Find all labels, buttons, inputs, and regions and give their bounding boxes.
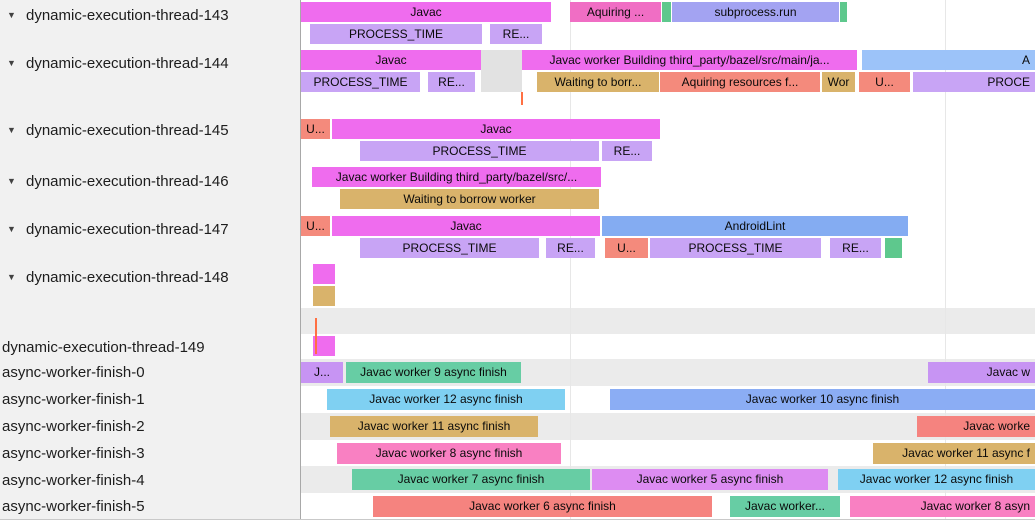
track-row-async-worker-finish-4[interactable]: async-worker-finish-4 bbox=[0, 469, 300, 491]
track-label: dynamic-execution-thread-143 bbox=[26, 6, 229, 24]
track-row-dynamic-execution-thread-148[interactable]: ▼ dynamic-execution-thread-148 bbox=[0, 266, 300, 288]
track-label: dynamic-execution-thread-145 bbox=[26, 121, 229, 139]
trace-slice[interactable]: Javac worker 12 async finish bbox=[838, 469, 1035, 490]
track-label: dynamic-execution-thread-149 bbox=[2, 338, 205, 356]
track-name-sidebar: ▼ dynamic-execution-thread-143 ▼ dynamic-ex… bbox=[0, 0, 301, 519]
trace-slice[interactable]: Javac bbox=[332, 119, 660, 139]
trace-slice[interactable]: U... bbox=[605, 238, 648, 258]
trace-slice[interactable]: Aquiring ... bbox=[570, 2, 661, 22]
track-row-dynamic-execution-thread-143[interactable]: ▼ dynamic-execution-thread-143 bbox=[0, 4, 300, 26]
timeline-canvas[interactable]: Javac Aquiring ... subprocess.run PROCESS_T… bbox=[301, 0, 1035, 519]
trace-slice[interactable]: Javac w bbox=[928, 362, 1035, 383]
trace-slice[interactable]: Javac worker 11 async finish bbox=[330, 416, 538, 437]
gap-region bbox=[481, 50, 522, 92]
track-row-async-worker-finish-1[interactable]: async-worker-finish-1 bbox=[0, 388, 300, 410]
trace-slice[interactable]: subprocess.run bbox=[672, 2, 839, 22]
trace-slice[interactable]: PROCE bbox=[913, 72, 1035, 92]
track-row-async-worker-finish-3[interactable]: async-worker-finish-3 bbox=[0, 442, 300, 464]
track-label: async-worker-finish-3 bbox=[2, 444, 145, 462]
trace-slice[interactable] bbox=[662, 2, 671, 22]
trace-slice[interactable]: Javac worker Building third_party/bazel/… bbox=[522, 50, 857, 70]
track-label: dynamic-execution-thread-144 bbox=[26, 54, 229, 72]
trace-slice[interactable]: U... bbox=[301, 119, 330, 139]
trace-slice[interactable]: Javac worker 11 async f bbox=[873, 443, 1035, 464]
trace-slice[interactable]: Aquiring resources f... bbox=[660, 72, 820, 92]
track-row-async-worker-finish-0[interactable]: async-worker-finish-0 bbox=[0, 361, 300, 383]
track-label: dynamic-execution-thread-148 bbox=[26, 268, 229, 286]
track-row-async-worker-finish-5[interactable]: async-worker-finish-5 bbox=[0, 495, 300, 517]
trace-slice[interactable] bbox=[313, 336, 335, 356]
trace-slice[interactable]: Javac worker... bbox=[730, 496, 840, 517]
trace-slice[interactable]: Javac worke bbox=[917, 416, 1035, 437]
track-row-dynamic-execution-thread-146[interactable]: ▼ dynamic-execution-thread-146 bbox=[0, 170, 300, 192]
trace-slice[interactable]: Javac worker 8 asyn bbox=[850, 496, 1035, 517]
trace-slice[interactable]: Wor bbox=[822, 72, 855, 92]
trace-slice[interactable]: Waiting to borr... bbox=[537, 72, 659, 92]
flow-event-marker bbox=[315, 318, 317, 354]
trace-slice[interactable]: Javac worker Building third_party/bazel/… bbox=[312, 167, 601, 187]
trace-slice[interactable]: Javac worker 6 async finish bbox=[373, 496, 712, 517]
trace-slice[interactable]: Javac worker 7 async finish bbox=[352, 469, 590, 490]
trace-slice[interactable]: Javac bbox=[301, 2, 551, 22]
time-gridline bbox=[945, 0, 946, 519]
track-row-async-worker-finish-2[interactable]: async-worker-finish-2 bbox=[0, 415, 300, 437]
trace-slice[interactable]: Javac bbox=[332, 216, 600, 236]
trace-slice[interactable]: Javac worker 12 async finish bbox=[327, 389, 565, 410]
track-row-dynamic-execution-thread-149[interactable]: dynamic-execution-thread-149 bbox=[0, 336, 300, 358]
collapse-arrow-icon[interactable]: ▼ bbox=[7, 125, 16, 135]
trace-slice[interactable]: U... bbox=[301, 216, 330, 236]
horizontal-scrollbar-track[interactable] bbox=[0, 519, 1035, 526]
track-label: async-worker-finish-1 bbox=[2, 390, 145, 408]
trace-slice[interactable]: PROCESS_TIME bbox=[360, 141, 599, 161]
collapse-arrow-icon[interactable]: ▼ bbox=[7, 176, 16, 186]
track-label: async-worker-finish-0 bbox=[2, 363, 145, 381]
track-label: async-worker-finish-5 bbox=[2, 497, 145, 515]
trace-slice[interactable]: J... bbox=[301, 362, 343, 383]
trace-slice[interactable]: PROCESS_TIME bbox=[650, 238, 821, 258]
collapse-arrow-icon[interactable]: ▼ bbox=[7, 272, 16, 282]
trace-slice[interactable]: PROCESS_TIME bbox=[310, 24, 482, 44]
trace-slice[interactable] bbox=[840, 2, 847, 22]
track-row-dynamic-execution-thread-145[interactable]: ▼ dynamic-execution-thread-145 bbox=[0, 119, 300, 141]
trace-slice[interactable]: PROCESS_TIME bbox=[360, 238, 539, 258]
trace-slice[interactable]: Javac worker 9 async finish bbox=[346, 362, 521, 383]
row-background-band bbox=[301, 308, 1035, 334]
trace-slice[interactable]: PROCESS_TIME bbox=[301, 72, 420, 92]
collapse-arrow-icon[interactable]: ▼ bbox=[7, 58, 16, 68]
collapse-arrow-icon[interactable]: ▼ bbox=[7, 224, 16, 234]
track-label: async-worker-finish-2 bbox=[2, 417, 145, 435]
track-label: dynamic-execution-thread-146 bbox=[26, 172, 229, 190]
trace-slice[interactable] bbox=[313, 264, 335, 284]
time-gridline bbox=[570, 0, 571, 519]
track-row-dynamic-execution-thread-147[interactable]: ▼ dynamic-execution-thread-147 bbox=[0, 218, 300, 240]
track-label: dynamic-execution-thread-147 bbox=[26, 220, 229, 238]
trace-slice[interactable]: Javac worker 10 async finish bbox=[610, 389, 1035, 410]
track-row-dynamic-execution-thread-144[interactable]: ▼ dynamic-execution-thread-144 bbox=[0, 52, 300, 74]
flow-event-marker bbox=[521, 92, 523, 105]
trace-slice[interactable]: RE... bbox=[490, 24, 542, 44]
trace-slice[interactable]: RE... bbox=[602, 141, 652, 161]
trace-slice[interactable] bbox=[313, 286, 335, 306]
trace-slice[interactable]: RE... bbox=[546, 238, 595, 258]
trace-slice[interactable]: U... bbox=[859, 72, 910, 92]
collapse-arrow-icon[interactable]: ▼ bbox=[7, 10, 16, 20]
track-label: async-worker-finish-4 bbox=[2, 471, 145, 489]
trace-slice[interactable]: Javac worker 5 async finish bbox=[592, 469, 828, 490]
trace-slice[interactable]: Javac worker 8 async finish bbox=[337, 443, 561, 464]
trace-slice[interactable]: RE... bbox=[428, 72, 475, 92]
trace-slice[interactable]: AndroidLint bbox=[602, 216, 908, 236]
trace-slice[interactable]: Javac bbox=[301, 50, 481, 70]
trace-slice[interactable] bbox=[885, 238, 902, 258]
trace-slice[interactable]: Waiting to borrow worker bbox=[340, 189, 599, 209]
trace-slice[interactable]: RE... bbox=[830, 238, 881, 258]
trace-slice[interactable]: A bbox=[862, 50, 1035, 70]
